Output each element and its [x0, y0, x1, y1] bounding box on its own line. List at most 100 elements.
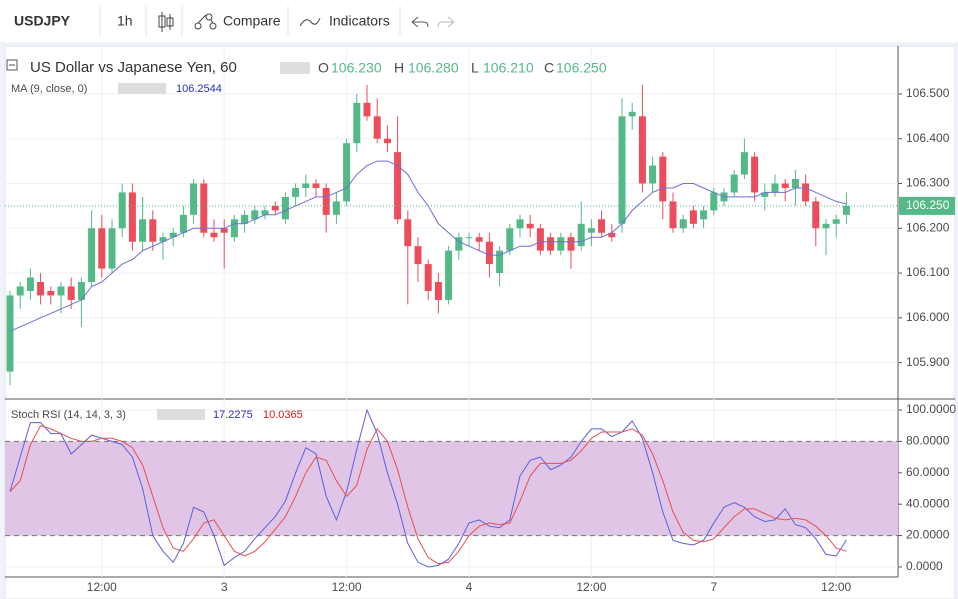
indicators-button[interactable]: Indicators — [329, 13, 390, 29]
x-tick-label: 7 — [710, 580, 717, 594]
candle-body — [128, 192, 136, 242]
candle-body — [689, 210, 697, 224]
interval[interactable]: 1h — [117, 13, 133, 29]
candle-body — [261, 210, 269, 215]
candle-body — [496, 250, 504, 274]
candle-body — [353, 102, 361, 144]
y-tick-label: 106.300 — [906, 176, 950, 190]
x-tick-label: 12:00 — [821, 580, 851, 594]
candle-body — [302, 183, 310, 188]
collapse-icon[interactable] — [6, 59, 18, 71]
candle-body — [751, 156, 759, 193]
candle-body — [200, 183, 208, 233]
candle-body — [169, 232, 177, 238]
candle-body — [455, 237, 463, 251]
chart-title: US Dollar vs Japanese Yen, 60 — [30, 59, 237, 76]
candle-body — [822, 223, 830, 229]
candle-body — [190, 183, 198, 215]
candle-body — [88, 228, 96, 283]
candle-body — [159, 237, 167, 242]
candle-body — [47, 290, 55, 296]
compare-icon[interactable] — [194, 13, 217, 30]
candle-body — [669, 201, 677, 229]
y-tick-label: 20.0000 — [906, 528, 950, 542]
candle-body — [108, 228, 116, 269]
candle-body — [373, 116, 381, 139]
symbol[interactable]: USDJPY — [14, 13, 71, 29]
candle-body — [526, 223, 534, 229]
undo[interactable] — [411, 16, 429, 28]
x-tick-label: 12:00 — [576, 580, 606, 594]
candle-body — [649, 165, 657, 184]
redo[interactable] — [437, 16, 455, 28]
candle-body — [832, 219, 840, 224]
candle-body — [710, 192, 718, 211]
candle-body — [404, 219, 412, 247]
candle-body — [149, 219, 157, 242]
candle-body — [547, 237, 555, 251]
y-tick-label: 80.0000 — [906, 434, 950, 448]
stoch-legend: Stoch RSI (14, 14, 3, 3) — [11, 409, 126, 421]
y-tick-label: 60.0000 — [906, 465, 950, 479]
candle-body — [445, 250, 453, 300]
ohlc-key: O — [318, 60, 329, 76]
candle-body — [475, 237, 483, 242]
candle-body — [638, 116, 646, 184]
y-tick-label: 106.400 — [906, 131, 950, 145]
y-tick-label: 0.0000 — [906, 559, 943, 573]
candle-body — [220, 228, 228, 233]
stoch-line — [9, 408, 847, 568]
settings-icons[interactable] — [118, 83, 166, 94]
candle-body — [16, 286, 24, 296]
compare-button[interactable]: Compare — [223, 13, 281, 29]
ma-legend: MA (9, close, 0) — [11, 83, 87, 95]
candle-body — [210, 232, 218, 238]
candle-body — [802, 183, 810, 202]
stoch-band — [5, 441, 898, 536]
candle-body — [312, 183, 320, 188]
candle-body — [485, 241, 493, 265]
candle-body — [587, 228, 595, 233]
x-tick-label: 12:00 — [87, 580, 117, 594]
candle-body — [506, 228, 514, 251]
chart-type-icon[interactable] — [158, 12, 174, 32]
candle-body — [179, 214, 187, 233]
settings-icons[interactable] — [280, 62, 310, 74]
candle-body — [271, 205, 279, 211]
candle-body — [740, 152, 748, 175]
candle-body — [394, 152, 402, 220]
candle-body — [343, 143, 351, 202]
y-tick-label: 106.200 — [906, 220, 950, 234]
last-price-tag — [899, 196, 955, 215]
x-tick-label: 4 — [466, 580, 473, 594]
candle-body — [791, 179, 799, 188]
y-tick-label: 106.500 — [906, 86, 950, 100]
candle-body — [424, 264, 432, 291]
candle-body — [567, 237, 575, 251]
candle-body — [230, 219, 238, 238]
ohlc-value: 106.230 — [331, 60, 382, 76]
ohlc-value: 106.280 — [408, 60, 459, 76]
marks — [5, 84, 898, 568]
candle-body — [139, 219, 147, 242]
y-tick-label: 106.100 — [906, 265, 950, 279]
candle-body — [292, 187, 300, 197]
indicators-icon[interactable] — [299, 17, 321, 27]
candle-body — [700, 210, 708, 220]
candle-body — [118, 192, 126, 229]
candle-body — [98, 228, 106, 269]
candle-body — [628, 111, 636, 117]
stoch-line — [9, 425, 847, 565]
settings-icons[interactable] — [157, 409, 205, 420]
candle-body — [26, 277, 34, 291]
candle-body — [608, 232, 616, 238]
candle-body — [812, 201, 820, 229]
candle-body — [577, 223, 585, 247]
x-tick-label: 3 — [221, 580, 228, 594]
candle-body — [516, 219, 524, 229]
candle-body — [67, 286, 75, 300]
candle-body — [781, 183, 789, 188]
candle-body — [771, 183, 779, 193]
